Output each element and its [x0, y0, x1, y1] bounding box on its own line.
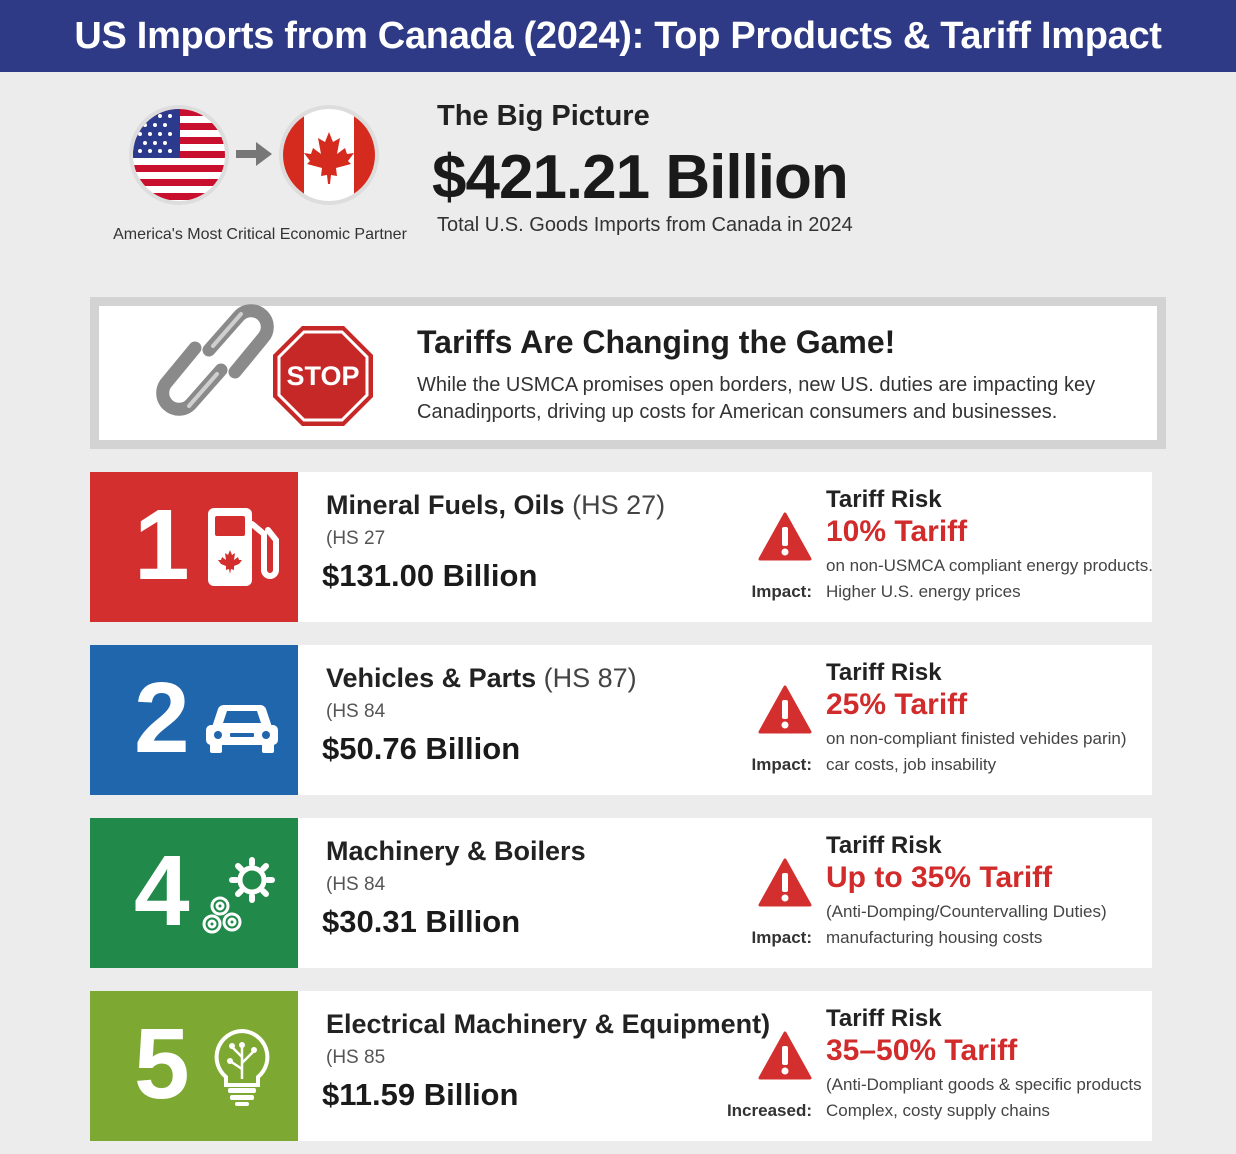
tariff-alert-inner: STOP Tariffs Are Changing the Game! Whil…	[99, 304, 1157, 440]
total-imports-subtitle: Total U.S. Goods Imports from Canada in …	[437, 214, 853, 236]
impact-text: Higher U.S. energy prices	[826, 582, 1021, 601]
page-title: US Imports from Canada (2024): Top Produ…	[74, 14, 1162, 57]
tariff-note: (Anti-Domping/Countervalling Duties)	[826, 902, 1107, 921]
rank-number: 5	[134, 1008, 190, 1120]
product-row-3: 4 Machinery & Boilers (HS 84 $30.31 Bill…	[90, 818, 1152, 968]
product-name: Vehicles & Parts (HS 87)	[326, 663, 637, 694]
product-name: Electrical Machinery & Equipment)	[326, 1009, 770, 1040]
fuel-pump-icon	[208, 508, 279, 586]
product-name-text: Vehicles & Parts	[326, 663, 537, 693]
rank-number: 4	[134, 835, 190, 947]
product-row-4: 5 Electrical Machinery & Equipment) (HS …	[90, 991, 1152, 1141]
impact-label: Impact:	[751, 928, 812, 947]
tariff-rate: 10% Tariff	[826, 515, 968, 548]
warning-icon	[758, 1031, 812, 1080]
alert-text: While the USMCA promises open borders, n…	[417, 374, 1096, 423]
tariff-rate: 35–50% Tariff	[826, 1034, 1018, 1067]
rank-box: 4	[90, 818, 298, 968]
product-name-text: Mineral Fuels, Oils	[326, 490, 565, 520]
rank-box: 1	[90, 472, 298, 622]
warning-icon	[758, 685, 812, 734]
tariff-note: on non-compliant finisted vehides parin)	[826, 729, 1127, 748]
product-hs-inline: (HS 87)	[543, 663, 637, 693]
product-value: $30.31 Billion	[322, 904, 521, 939]
tariff-risk-title: Tariff Risk	[826, 659, 942, 686]
impact-label: Impact:	[751, 755, 812, 774]
product-hs-code: (HS 84	[326, 874, 386, 895]
rank-number: 1	[134, 489, 190, 601]
impact-label: Impact:	[751, 582, 812, 601]
product-name: Machinery & Boilers	[326, 836, 586, 867]
partner-label: America's Most Critical Economic Partner	[113, 226, 407, 243]
impact-text: car costs, job insability	[826, 755, 997, 774]
tariff-rate: Up to 35% Tariff	[826, 861, 1053, 894]
warning-icon	[758, 858, 812, 907]
lightbulb-icon	[214, 1028, 270, 1106]
product-value: $11.59 Billion	[322, 1077, 519, 1112]
product-hs-inline: (HS 27)	[572, 490, 666, 520]
car-icon	[206, 704, 278, 753]
product-name: Mineral Fuels, Oils (HS 27)	[326, 490, 665, 521]
alert-title: Tariffs Are Changing the Game!	[417, 324, 896, 360]
product-value: $50.76 Billion	[322, 731, 521, 766]
tariff-risk-title: Tariff Risk	[826, 1005, 942, 1032]
product-hs-code: (HS 85	[326, 1047, 386, 1068]
stop-sign-icon: STOP	[273, 326, 373, 426]
big-picture-title: The Big Picture	[437, 100, 650, 132]
broken-chain-icon	[156, 304, 274, 416]
impact-label: Increased:	[726, 1101, 812, 1120]
impact-text: Complex, costy supply chains	[826, 1101, 1050, 1120]
product-name-text: Machinery & Boilers	[326, 836, 586, 866]
rank-box: 5	[90, 991, 298, 1141]
warning-icon	[758, 512, 812, 561]
arrow-right-icon	[236, 142, 272, 166]
impact-text: manufacturing housing costs	[826, 928, 1043, 947]
tariff-risk-title: Tariff Risk	[826, 486, 942, 513]
canada-flag-icon	[279, 105, 379, 205]
product-hs-code: (HS 27	[326, 528, 386, 549]
us-flag-icon	[129, 105, 229, 205]
tariff-risk-title: Tariff Risk	[826, 832, 942, 859]
product-name-text: Electrical Machinery & Equipment)	[326, 1009, 771, 1039]
rank-box: 2	[90, 645, 298, 795]
page-header: US Imports from Canada (2024): Top Produ…	[0, 0, 1236, 72]
total-imports-value: $421.21 Billion	[432, 143, 849, 212]
tariff-note: on non-USMCA compliant energy products.	[826, 556, 1153, 575]
product-value: $131.00 Billion	[322, 558, 538, 593]
stop-sign-label: STOP	[286, 361, 359, 391]
product-hs-code: (HS 84	[326, 701, 386, 722]
tariff-note: (Anti-Dompliant goods & specific product…	[826, 1075, 1142, 1094]
tariff-rate: 25% Tariff	[826, 688, 968, 721]
tariff-alert-box: STOP Tariffs Are Changing the Game! Whil…	[90, 297, 1166, 449]
gears-icon	[202, 857, 275, 934]
rank-number: 2	[134, 662, 190, 774]
flags-group	[128, 104, 388, 206]
product-row-1: 1 Mineral Fuels, Oils (HS 27) (HS 27 $13…	[90, 472, 1153, 622]
product-row-2: 2 Vehicles & Parts (HS 87) (HS 84 $50.76…	[90, 645, 1152, 795]
